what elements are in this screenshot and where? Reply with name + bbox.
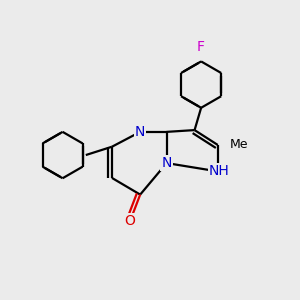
- Text: O: O: [124, 214, 136, 228]
- Text: Me: Me: [230, 138, 248, 152]
- Text: N: N: [161, 156, 172, 170]
- Text: N: N: [135, 125, 146, 139]
- Text: F: F: [197, 40, 205, 54]
- Text: NH: NH: [209, 164, 230, 178]
